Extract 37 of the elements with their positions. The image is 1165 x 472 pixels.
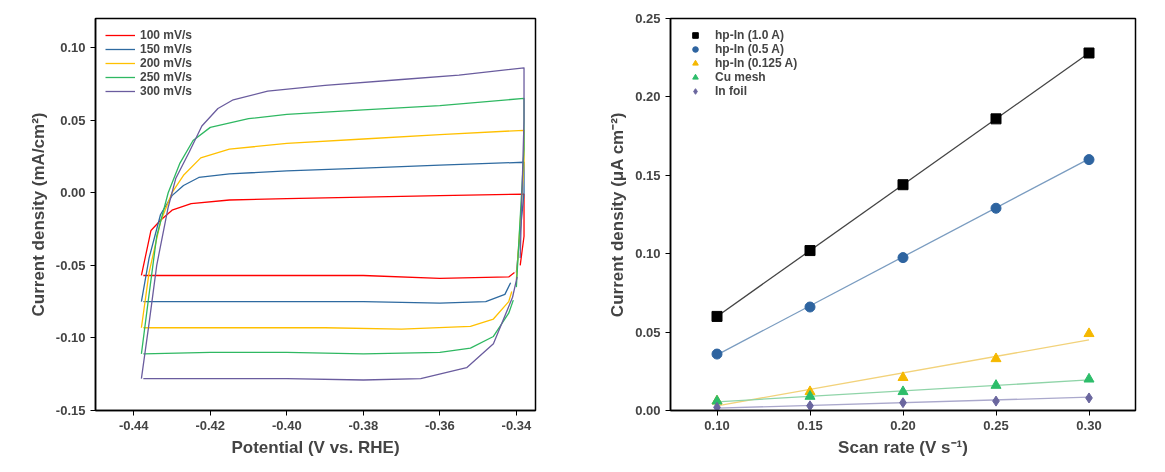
y-tick-label: 0.15: [635, 167, 661, 183]
legend-label: In foil: [715, 84, 747, 98]
x-tick-label: 0.15: [797, 417, 823, 433]
y-tick-label: 0.05: [635, 324, 661, 340]
x-tick-label: -0.36: [425, 417, 455, 433]
x-tick-label: -0.38: [348, 417, 379, 433]
x-tick-label: -0.42: [195, 417, 226, 433]
x-tick-label: 0.10: [704, 417, 730, 433]
x-tick-label: 0.25: [983, 417, 1009, 433]
y-tick-label: 0.20: [635, 89, 661, 105]
x-axis-title: Scan rate (V s⁻¹): [838, 437, 968, 457]
y-tick-label: 0.10: [635, 246, 661, 262]
y-tick-label: 0.10: [60, 40, 86, 56]
legend-label: 150 mV/s: [140, 42, 193, 56]
y-tick-label: -0.10: [55, 330, 86, 346]
legend-label: 250 mV/s: [140, 70, 193, 84]
legend-label: 100 mV/s: [140, 28, 193, 42]
y-axis-title: Current density (μA cm⁻²): [608, 112, 628, 318]
y-tick-label: 0.25: [635, 11, 661, 26]
legend-label: Cu mesh: [715, 70, 766, 84]
y-tick-label: -0.05: [55, 257, 86, 273]
x-tick-label: 0.20: [890, 417, 916, 433]
legend-label: hp-In (0.125 A): [715, 56, 798, 70]
legend-label: 200 mV/s: [140, 56, 193, 70]
legend-label: 300 mV/s: [140, 84, 193, 98]
x-tick-label: -0.44: [118, 417, 150, 433]
x-tick-label: -0.34: [501, 417, 532, 433]
legend-label: hp-In (1.0 A): [715, 28, 784, 42]
y-tick-label: -0.15: [55, 403, 86, 418]
legend-label: hp-In (0.5 A): [715, 42, 784, 56]
y-tick-label: 0.05: [60, 112, 86, 128]
x-tick-label: 0.30: [1076, 417, 1102, 433]
x-axis-title: Potential (V vs. RHE): [231, 437, 400, 457]
y-tick-label: 0.00: [60, 185, 86, 201]
y-tick-label: 0.00: [635, 403, 661, 418]
y-axis-title: Current density (mA/cm²): [28, 112, 48, 317]
x-tick-label: -0.40: [271, 417, 302, 433]
